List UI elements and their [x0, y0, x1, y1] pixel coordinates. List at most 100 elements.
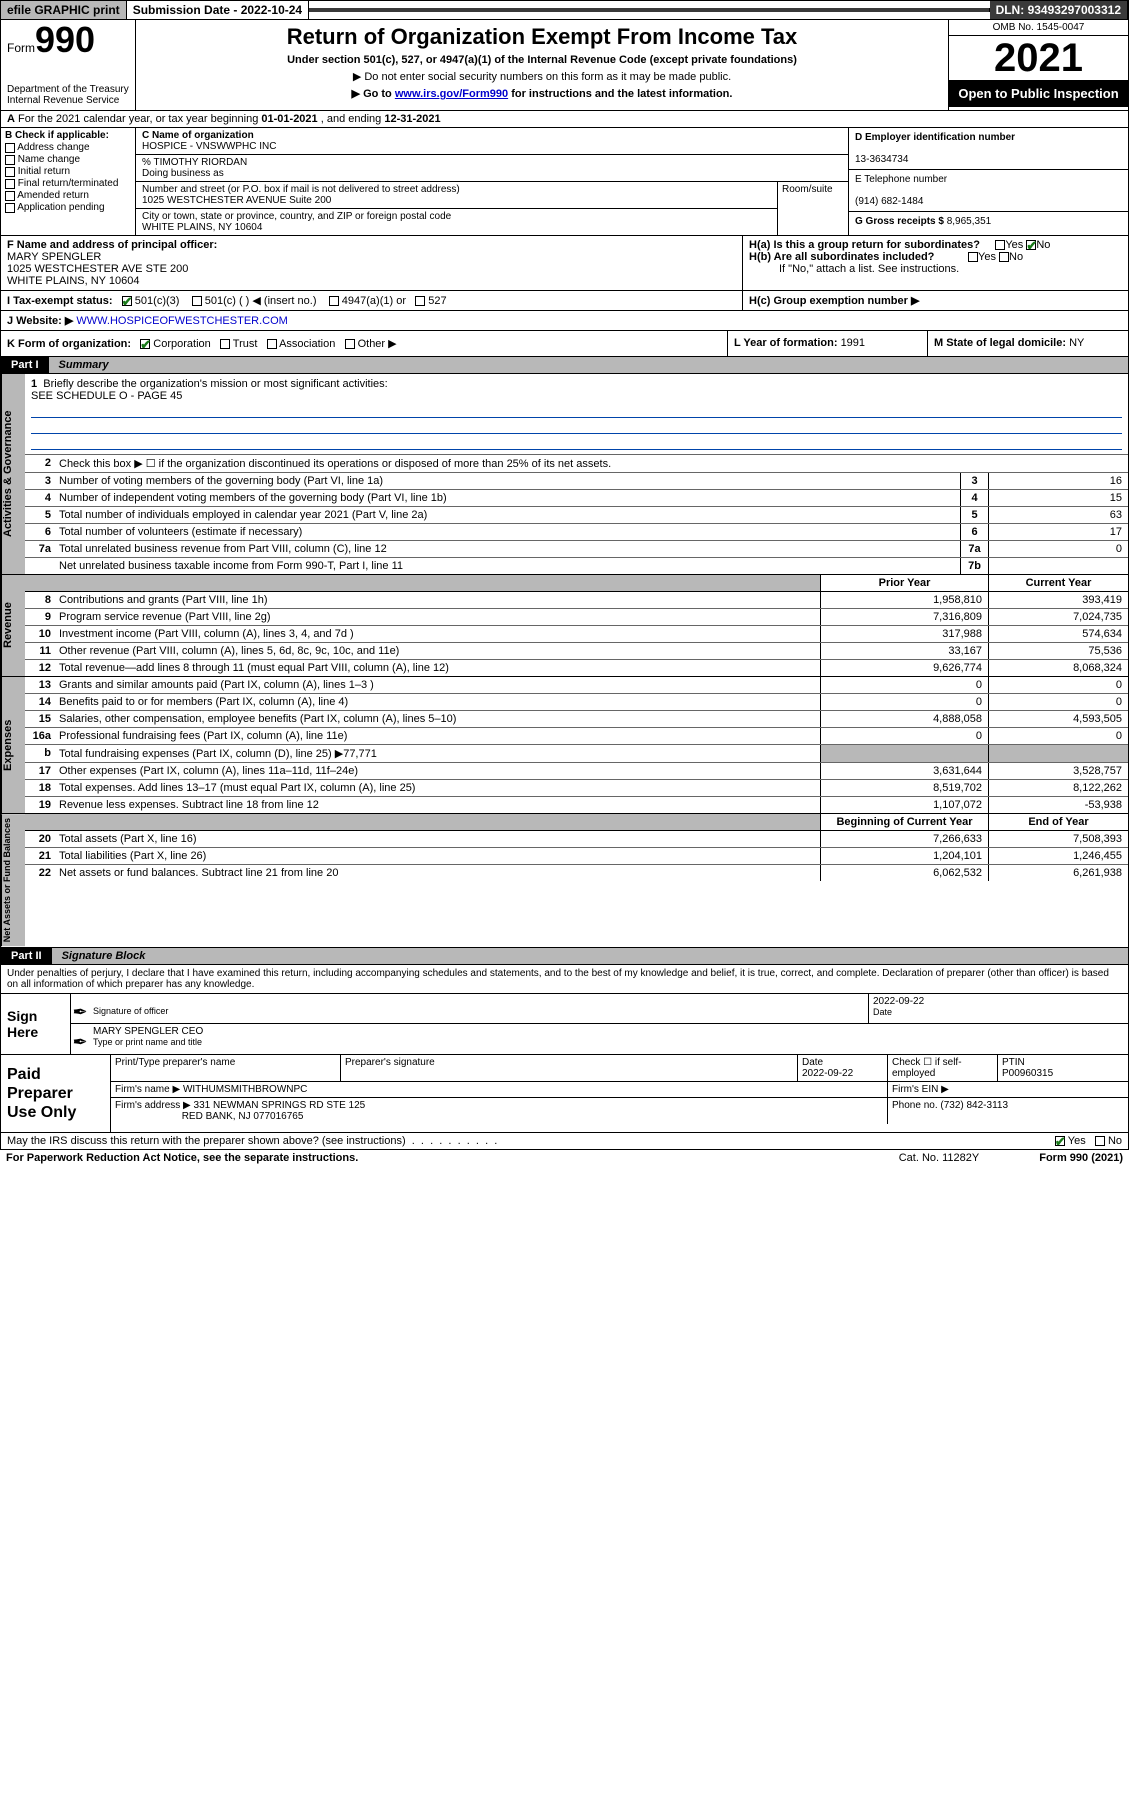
r18-prior: 8,519,702: [820, 780, 988, 796]
form-version: Form 990 (2021): [1039, 1152, 1123, 1164]
cb-name-change[interactable]: [5, 155, 15, 165]
paid-preparer-block: Paid Preparer Use Only Print/Type prepar…: [0, 1055, 1129, 1134]
r8-curr: 393,419: [988, 592, 1128, 608]
cb-4947[interactable]: [329, 296, 339, 306]
summary-expenses: Expenses 13Grants and similar amounts pa…: [0, 677, 1129, 814]
cb-527[interactable]: [415, 296, 425, 306]
sign-here-block: Sign Here ✒ Signature of officer 2022-09…: [0, 994, 1129, 1055]
form-header: Form990 Department of the Treasury Inter…: [0, 20, 1129, 111]
cb-501c[interactable]: [192, 296, 202, 306]
website-link[interactable]: WWW.HOSPICEOFWESTCHESTER.COM: [76, 315, 287, 327]
cb-assoc[interactable]: [267, 339, 277, 349]
val-7a: 0: [988, 541, 1128, 557]
r9-prior: 7,316,809: [820, 609, 988, 625]
r22-prior: 6,062,532: [820, 865, 988, 881]
sign-arrow-icon: ✒: [71, 994, 89, 1023]
r21-prior: 1,204,101: [820, 848, 988, 864]
form-label: Form: [7, 41, 35, 55]
cb-initial-return[interactable]: [5, 167, 15, 177]
r10-curr: 574,634: [988, 626, 1128, 642]
firm-phone: (732) 842-3113: [940, 1100, 1008, 1111]
signature-intro: Under penalties of perjury, I declare th…: [0, 965, 1129, 994]
open-inspection: Open to Public Inspection: [949, 80, 1128, 107]
tab-revenue: Revenue: [1, 575, 25, 676]
r22-curr: 6,261,938: [988, 865, 1128, 881]
cb-trust[interactable]: [220, 339, 230, 349]
r15-prior: 4,888,058: [820, 711, 988, 727]
form-note-2: ▶ Go to www.irs.gov/Form990 for instruct…: [140, 87, 944, 100]
cb-amended[interactable]: [5, 191, 15, 201]
cb-address-change[interactable]: [5, 143, 15, 153]
cb-hb-yes[interactable]: [968, 252, 978, 262]
val-4: 15: [988, 490, 1128, 506]
r16a-curr: 0: [988, 728, 1128, 744]
dept-treasury: Department of the Treasury Internal Reve…: [7, 84, 129, 106]
firm-name: WITHUMSMITHBROWNPC: [183, 1084, 307, 1095]
ptin: P00960315: [1002, 1068, 1053, 1079]
val-5: 63: [988, 507, 1128, 523]
line-a: A For the 2021 calendar year, or tax yea…: [0, 111, 1129, 128]
r12-curr: 8,068,324: [988, 660, 1128, 676]
r20-curr: 7,508,393: [988, 831, 1128, 847]
firm-addr1: 331 NEWMAN SPRINGS RD STE 125: [194, 1100, 366, 1111]
r14-prior: 0: [820, 694, 988, 710]
cb-corp[interactable]: [140, 339, 150, 349]
pra-notice: For Paperwork Reduction Act Notice, see …: [6, 1152, 899, 1164]
firm-addr2: RED BANK, NJ 077016765: [182, 1111, 304, 1122]
care-of: % TIMOTHY RIORDAN: [142, 157, 842, 168]
r16b-curr: [988, 745, 1128, 762]
submission-date: Submission Date - 2022-10-24: [127, 1, 309, 19]
r11-curr: 75,536: [988, 643, 1128, 659]
city-state-zip: WHITE PLAINS, NY 10604: [142, 222, 771, 233]
r12-prior: 9,626,774: [820, 660, 988, 676]
gross-receipts: 8,965,351: [947, 216, 992, 227]
r13-curr: 0: [988, 677, 1128, 693]
summary-revenue: Revenue Prior YearCurrent Year 8Contribu…: [0, 575, 1129, 677]
cb-irs-no[interactable]: [1095, 1136, 1105, 1146]
hdr-boy: Beginning of Current Year: [820, 814, 988, 830]
block-b: B Check if applicable: Address change Na…: [1, 128, 136, 235]
form-title: Return of Organization Exempt From Incom…: [140, 24, 944, 50]
row-j: J Website: ▶ WWW.HOSPICEOFWESTCHESTER.CO…: [0, 311, 1129, 331]
state-domicile: NY: [1069, 337, 1084, 349]
cb-ha-yes[interactable]: [995, 240, 1005, 250]
officer-name-title: MARY SPENGLER CEO: [93, 1026, 203, 1037]
sign-date: 2022-09-22: [873, 996, 924, 1007]
street-address: 1025 WESTCHESTER AVENUE Suite 200: [142, 195, 771, 206]
block-deg: D Employer identification number13-36347…: [848, 128, 1128, 235]
org-name: HOSPICE - VNSWWPHC INC: [142, 141, 842, 152]
year-formation: 1991: [841, 337, 865, 349]
r14-curr: 0: [988, 694, 1128, 710]
dba-label: Doing business as: [142, 168, 842, 179]
room-suite: Room/suite: [778, 182, 848, 235]
cb-final-return[interactable]: [5, 179, 15, 189]
paid-preparer-label: Paid Preparer Use Only: [1, 1055, 111, 1133]
cb-irs-yes[interactable]: [1055, 1136, 1065, 1146]
sign-arrow-icon-2: ✒: [71, 1024, 89, 1053]
cb-501c3[interactable]: [122, 296, 132, 306]
cb-ha-no[interactable]: [1026, 240, 1036, 250]
summary-ag: Activities & Governance 1 Briefly descri…: [0, 374, 1129, 575]
r20-prior: 7,266,633: [820, 831, 988, 847]
cb-app-pending[interactable]: [5, 203, 15, 213]
officer-name: MARY SPENGLER: [7, 251, 101, 263]
may-irs-discuss: May the IRS discuss this return with the…: [0, 1133, 1129, 1150]
block-c: C Name of organization HOSPICE - VNSWWPH…: [136, 128, 848, 235]
r18-curr: 8,122,262: [988, 780, 1128, 796]
prep-date: 2022-09-22: [802, 1068, 853, 1079]
header-right: OMB No. 1545-0047 2021 Open to Public In…: [948, 20, 1128, 110]
hdr-current-year: Current Year: [988, 575, 1128, 591]
r11-prior: 33,167: [820, 643, 988, 659]
r19-curr: -53,938: [988, 797, 1128, 813]
dln: DLN: 93493297003312: [990, 1, 1128, 19]
part-2-header: Part II Signature Block: [0, 948, 1129, 965]
top-bar: efile GRAPHIC print Submission Date - 20…: [0, 0, 1129, 20]
omb-number: OMB No. 1545-0047: [949, 20, 1128, 36]
cb-other[interactable]: [345, 339, 355, 349]
irs-link[interactable]: www.irs.gov/Form990: [395, 88, 508, 100]
val-7b: [988, 558, 1128, 574]
form-subtitle: Under section 501(c), 527, or 4947(a)(1)…: [140, 54, 944, 66]
cb-hb-no[interactable]: [999, 252, 1009, 262]
hdr-prior-year: Prior Year: [820, 575, 988, 591]
address-block: B Check if applicable: Address change Na…: [0, 128, 1129, 236]
